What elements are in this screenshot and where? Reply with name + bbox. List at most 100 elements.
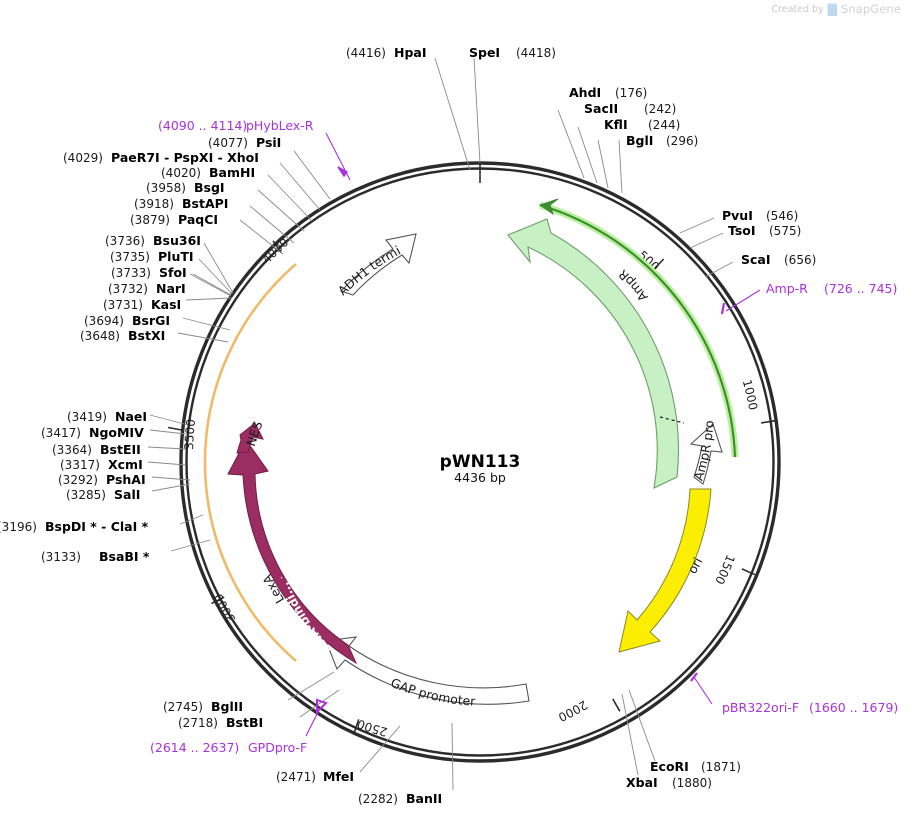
label-bstapi-pos: (3918) bbox=[134, 197, 174, 211]
label-paer7i-name: PaeR7I - PspXI - XhoI bbox=[111, 150, 259, 165]
label-psii[interactable]: (4077) PsiI bbox=[208, 135, 281, 150]
plasmid-size: 4436 bp bbox=[454, 470, 506, 485]
label-mfei[interactable]: (2471) MfeI bbox=[276, 769, 354, 784]
label-gpdpro-f-range: (2614 .. 2637) bbox=[150, 740, 239, 755]
feature-gap-promoter[interactable]: GAP promoter bbox=[325, 636, 530, 709]
label-primer-phyblex-r[interactable]: (4090 .. 4114) pHybLex-R bbox=[158, 118, 314, 133]
feature-lexa[interactable]: LexA DNA-bindi... bbox=[227, 439, 358, 665]
label-bsrgi[interactable]: (3694) BsrGI bbox=[84, 313, 170, 328]
label-bsabi-name: BsaBI * bbox=[99, 549, 150, 564]
feature-ampr[interactable]: AmpR bbox=[507, 218, 685, 489]
label-bglii[interactable]: (2745) BglII bbox=[163, 699, 243, 714]
label-pluti-pos: (3735) bbox=[110, 250, 150, 264]
label-tsoi-name: TsoI bbox=[728, 223, 756, 238]
label-xbai[interactable]: XbaI (1880) bbox=[626, 775, 712, 790]
label-bamhi-pos: (4020) bbox=[161, 166, 201, 180]
label-bsgi-name: BsgI bbox=[194, 180, 225, 195]
label-pvui[interactable]: PvuI (546) bbox=[722, 208, 798, 223]
label-spei-name: SpeI bbox=[469, 45, 500, 60]
label-bsgi[interactable]: (3958) BsgI bbox=[146, 180, 225, 195]
label-kasi-pos: (3731) bbox=[103, 298, 143, 312]
label-sacii-name: SacII bbox=[584, 101, 618, 116]
label-pshai-pos: (3292) bbox=[58, 473, 98, 487]
label-bspdi-name: BspDI * - ClaI * bbox=[45, 519, 149, 534]
label-scai-pos: (656) bbox=[784, 253, 816, 267]
label-bstbi-name: BstBI bbox=[226, 715, 263, 730]
label-naei-name: NaeI bbox=[115, 409, 147, 424]
label-bspdi-clai[interactable]: (3196) BspDI * - ClaI * bbox=[0, 519, 149, 534]
label-gpdpro-f-name: GPDpro-F bbox=[248, 740, 307, 755]
label-bamhi-name: BamHI bbox=[209, 165, 255, 180]
label-xcmi-name: XcmI bbox=[108, 457, 143, 472]
tick-label-1000: 1000 bbox=[740, 378, 760, 411]
label-amp-r-name: Amp-R bbox=[766, 281, 808, 296]
label-pluti[interactable]: (3735) PluTI bbox=[110, 249, 194, 264]
label-bspdi-pos: (3196) bbox=[0, 520, 37, 534]
orange-selection-trace bbox=[203, 263, 297, 662]
feature-ori[interactable]: ori bbox=[618, 488, 712, 653]
label-xcmi-pos: (3317) bbox=[60, 458, 100, 472]
feature-label-dna-binding: DNA-bindi... bbox=[277, 580, 334, 657]
label-kasi[interactable]: (3731) KasI bbox=[103, 297, 181, 312]
label-sali-name: SalI bbox=[114, 487, 140, 502]
label-bstbi-pos: (2718) bbox=[178, 716, 218, 730]
label-ahdi[interactable]: AhdI (176) bbox=[569, 85, 647, 100]
label-paer7i-pspxi-xhoi[interactable]: (4029) PaeR7I - PspXI - XhoI bbox=[63, 150, 259, 165]
label-sali[interactable]: (3285) SalI bbox=[66, 487, 140, 502]
tick-label-2000: 2000 bbox=[556, 697, 590, 724]
label-nari-name: NarI bbox=[156, 281, 186, 296]
label-pvui-name: PvuI bbox=[722, 208, 753, 223]
label-hpai-pos: (4416) bbox=[346, 46, 386, 60]
label-bstell-name: BstEII bbox=[100, 442, 141, 457]
label-bgli[interactable]: BglI (296) bbox=[626, 133, 698, 148]
label-ecori[interactable]: EcoRI (1871) bbox=[650, 759, 741, 774]
label-psii-pos: (4077) bbox=[208, 136, 248, 150]
label-banii-pos: (2282) bbox=[358, 792, 398, 806]
ampr-selection-highlight bbox=[538, 198, 739, 458]
label-hpai-name: HpaI bbox=[394, 45, 427, 60]
label-bstbi[interactable]: (2718) BstBI bbox=[178, 715, 263, 730]
label-ngomiv[interactable]: (3417) NgoMIV bbox=[41, 425, 144, 440]
label-primer-pbr322ori-f[interactable]: pBR322ori-F (1660 .. 1679) bbox=[722, 700, 898, 715]
label-bstxi[interactable]: (3648) BstXI bbox=[80, 328, 165, 343]
label-paqci[interactable]: (3879) PaqCI bbox=[130, 212, 218, 227]
label-bsu36i-name: Bsu36I bbox=[153, 233, 201, 248]
label-paer7i-pos: (4029) bbox=[63, 151, 103, 165]
label-naei[interactable]: (3419) NaeI bbox=[67, 409, 147, 424]
label-pluti-name: PluTI bbox=[158, 249, 194, 264]
feature-label-ori: ori bbox=[685, 555, 706, 576]
label-hpai[interactable]: (4416) HpaI bbox=[346, 45, 427, 60]
plasmid-name: pWN113 bbox=[440, 452, 521, 472]
label-sfoi[interactable]: (3733) SfoI bbox=[111, 265, 187, 280]
label-bsabi[interactable]: (3133) BsaBI * bbox=[41, 549, 150, 564]
snapgene-watermark: Created by ▇ SnapGene bbox=[771, 2, 901, 16]
label-bstell-pos: (3364) bbox=[52, 443, 92, 457]
label-sacii[interactable]: SacII (242) bbox=[584, 101, 676, 116]
label-phyblex-r-name: pHybLex-R bbox=[246, 118, 314, 133]
label-xcmi[interactable]: (3317) XcmI bbox=[60, 457, 143, 472]
label-bsu36i[interactable]: (3736) Bsu36I bbox=[105, 233, 201, 248]
tick-label-3000: 3000 bbox=[211, 591, 238, 625]
label-bstapi-name: BstAPI bbox=[182, 196, 228, 211]
label-spei[interactable]: SpeI (4418) bbox=[469, 45, 556, 60]
label-bsrgi-pos: (3694) bbox=[84, 314, 124, 328]
label-pvui-pos: (546) bbox=[766, 209, 798, 223]
watermark-created-by: Created by bbox=[771, 3, 824, 15]
label-tsoi-pos: (575) bbox=[769, 224, 801, 238]
label-bamhi[interactable]: (4020) BamHI bbox=[161, 165, 255, 180]
label-bstapi[interactable]: (3918) BstAPI bbox=[134, 196, 228, 211]
label-tsoi[interactable]: TsoI (575) bbox=[728, 223, 801, 238]
label-scai[interactable]: ScaI (656) bbox=[741, 252, 816, 267]
label-pbr322ori-f-name: pBR322ori-F bbox=[722, 700, 799, 715]
label-scai-name: ScaI bbox=[741, 252, 771, 267]
label-primer-gpdpro-f[interactable]: (2614 .. 2637) GPDpro-F bbox=[150, 740, 307, 755]
label-kfli[interactable]: KflI (244) bbox=[604, 117, 680, 132]
label-pshai[interactable]: (3292) PshAI bbox=[58, 472, 146, 487]
label-banii[interactable]: (2282) BanII bbox=[358, 791, 442, 806]
label-bstell[interactable]: (3364) BstEII bbox=[52, 442, 141, 457]
label-primer-amp-r[interactable]: Amp-R (726 .. 745) bbox=[766, 281, 897, 296]
label-bsabi-pos: (3133) bbox=[41, 550, 81, 564]
label-phyblex-r-range: (4090 .. 4114) bbox=[158, 118, 247, 133]
label-nari[interactable]: (3732) NarI bbox=[108, 281, 186, 296]
